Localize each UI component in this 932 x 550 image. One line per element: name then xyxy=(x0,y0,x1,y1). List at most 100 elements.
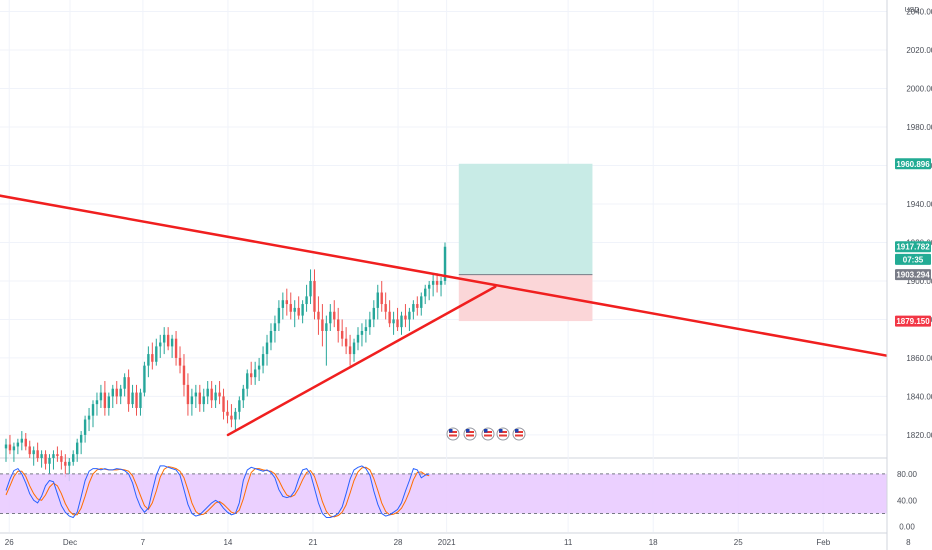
price-axis[interactable]: 1820.0001840.0001860.0001880.0001900.000… xyxy=(886,0,932,550)
candle-body xyxy=(246,373,249,389)
time-tick-label: 26 xyxy=(5,538,14,547)
candle-body xyxy=(372,307,376,320)
flag-canton-icon xyxy=(515,429,519,433)
price-tick-label: 1940.000 xyxy=(906,200,932,209)
candle-body xyxy=(435,280,439,285)
price-tag[interactable]: 07:35 xyxy=(895,253,931,265)
candle-body xyxy=(364,327,368,331)
candle-body xyxy=(234,411,237,420)
stochastic-band-fill xyxy=(0,473,887,514)
candle-body xyxy=(127,377,130,405)
candle-body xyxy=(285,300,289,305)
economic-events[interactable] xyxy=(446,427,526,441)
candle-body xyxy=(404,315,407,320)
candle-body xyxy=(83,419,87,435)
us-flag-event-icon[interactable] xyxy=(481,427,495,441)
price-tag-label: 1917.782 xyxy=(896,243,930,252)
price-tag[interactable]: 1903.294 xyxy=(895,269,931,281)
price-tick-label: 2000.000 xyxy=(906,85,932,94)
candle-body xyxy=(162,334,166,343)
stoch-k-line xyxy=(5,465,430,519)
trendline[interactable] xyxy=(0,189,922,364)
flag-canton-icon xyxy=(466,429,470,433)
currency-label: USD xyxy=(905,7,920,14)
price-tag-label: 07:35 xyxy=(903,255,924,264)
candle-body xyxy=(277,307,281,324)
candle-body xyxy=(111,388,114,397)
candle-body xyxy=(119,388,122,397)
candle-body xyxy=(68,461,71,466)
candle-body xyxy=(230,415,233,420)
price-tag-bg xyxy=(895,315,931,327)
candle-body xyxy=(178,357,182,366)
candle-body xyxy=(400,315,403,328)
price-tick-label: 1860.000 xyxy=(906,354,932,363)
time-tick-label: 25 xyxy=(734,538,743,547)
candle-body xyxy=(384,304,387,312)
candle-body xyxy=(257,365,261,370)
time-tick-label: 18 xyxy=(649,538,658,547)
time-tick-label: 2021 xyxy=(438,538,456,547)
candle-body xyxy=(87,415,91,420)
osc-tick-label: 80.00 xyxy=(897,470,918,479)
price-tick-label: 1980.000 xyxy=(906,123,932,132)
trendlines[interactable] xyxy=(0,189,922,437)
candle-body xyxy=(242,388,245,401)
candle-body xyxy=(99,392,103,401)
candle-body xyxy=(194,392,198,397)
us-flag-event-icon[interactable] xyxy=(446,427,460,441)
candle-body xyxy=(198,392,201,405)
candle-body xyxy=(416,304,419,308)
time-tick-label: Dec xyxy=(63,538,77,547)
price-tag[interactable]: 1917.782 xyxy=(895,241,931,253)
candle-body xyxy=(313,280,316,312)
price-tag-bg xyxy=(895,241,931,253)
time-tick-label: 7 xyxy=(141,538,146,547)
candle-body xyxy=(273,323,277,331)
candle-body xyxy=(159,342,162,347)
long-position-tool[interactable] xyxy=(458,163,593,322)
candle-body xyxy=(317,311,320,320)
price-tick-label: 2040.000 xyxy=(906,8,932,17)
time-tick-label: 28 xyxy=(394,538,403,547)
candle-body xyxy=(250,373,253,378)
candle-body xyxy=(238,400,241,412)
candle-body xyxy=(293,307,296,312)
candle-body xyxy=(36,450,39,458)
candle-body xyxy=(360,330,364,335)
candle-body xyxy=(79,434,83,443)
candle-body xyxy=(301,304,304,316)
candle-body xyxy=(143,365,146,393)
take-profit-zone[interactable] xyxy=(458,163,593,275)
trendline[interactable] xyxy=(226,285,497,437)
price-tag-bg xyxy=(895,158,931,170)
candle-body xyxy=(155,346,158,362)
price-tag-bg xyxy=(895,253,931,265)
stoch-d-line xyxy=(5,466,430,518)
time-axis[interactable]: 26 Dec 7 14 21 28 2021 11 18 25 Feb 8 xyxy=(5,538,911,547)
candle-body xyxy=(344,338,348,347)
candle-body xyxy=(147,354,150,366)
us-flag-event-icon[interactable] xyxy=(463,427,477,441)
candle-body xyxy=(439,280,443,285)
flag-canton-icon xyxy=(484,429,488,433)
candle-body xyxy=(253,369,257,378)
time-tick-label: 14 xyxy=(223,538,232,547)
candle-body xyxy=(115,388,118,397)
candle-body xyxy=(139,392,142,408)
candle-body xyxy=(269,330,273,343)
candle-body xyxy=(396,319,399,328)
us-flag-event-icon[interactable] xyxy=(512,427,526,441)
us-flag-event-icon[interactable] xyxy=(496,427,510,441)
candle-body xyxy=(420,296,423,308)
price-tag[interactable]: 1960.896 xyxy=(895,158,931,170)
candle-body xyxy=(309,280,312,297)
candle-body xyxy=(52,454,55,458)
candle-body xyxy=(103,392,107,408)
candle-body xyxy=(95,400,99,405)
candle-body xyxy=(261,354,265,366)
price-tag[interactable]: 1879.150 xyxy=(895,315,931,327)
price-tick-label: 1820.000 xyxy=(906,431,932,440)
candle-body xyxy=(329,311,332,324)
